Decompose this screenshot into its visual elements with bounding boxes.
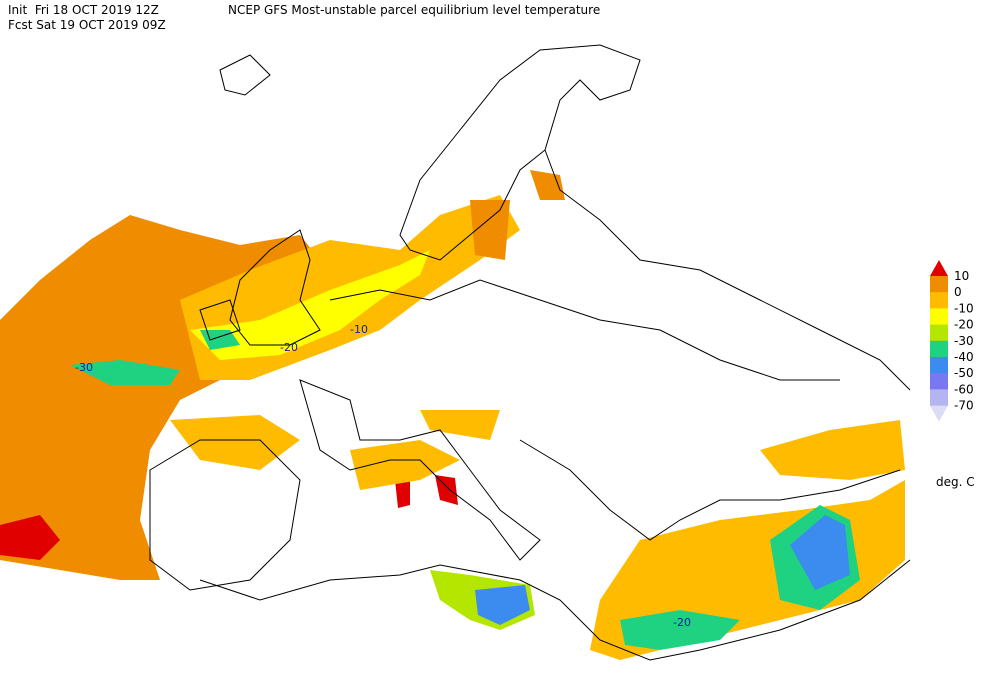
- british-isles: [199, 229, 321, 346]
- red-field: [0, 515, 60, 560]
- green-field: [70, 360, 180, 385]
- contour-label: -10: [350, 323, 368, 336]
- iceland: [219, 54, 271, 96]
- gold-field: [170, 410, 500, 490]
- gold-field: [760, 420, 905, 480]
- legend-label: 10: [954, 269, 969, 283]
- legend-swatch: [930, 276, 948, 293]
- scandinavia: [399, 44, 641, 261]
- green-field: [200, 330, 240, 350]
- legend-label: -30: [954, 334, 974, 348]
- legend-swatch: [930, 308, 948, 326]
- map-title: NCEP GFS Most-unstable parcel equilibriu…: [228, 3, 600, 17]
- borders: [329, 279, 840, 381]
- yellow-field: [190, 250, 430, 360]
- blue-field: [475, 585, 530, 625]
- shaded-fields: [0, 170, 905, 660]
- legend-label: 0: [954, 285, 962, 299]
- contour-label: -30: [75, 361, 93, 374]
- legend-swatch: [930, 373, 948, 390]
- init-label: Init Fri 18 OCT 2019 12Z: [8, 3, 159, 17]
- legend-label: -60: [954, 382, 974, 396]
- iberia: [149, 439, 301, 591]
- legend-swatch: [930, 292, 948, 309]
- legend-label: -40: [954, 350, 974, 364]
- legend-unit: deg. C: [936, 475, 975, 489]
- red-field: [395, 475, 458, 508]
- coastlines: [149, 44, 911, 661]
- legend-swatch: [930, 357, 948, 374]
- legend-swatch: [930, 389, 948, 407]
- legend-label: -70: [954, 399, 974, 413]
- fcst-label: Fcst Sat 19 OCT 2019 09Z: [8, 18, 166, 32]
- legend: 10 0 -10 -20 -30 -40 -50 -60 -70: [930, 260, 974, 422]
- green-field: [620, 610, 740, 650]
- legend-swatch: [930, 405, 948, 422]
- legend-swatch: [930, 324, 948, 342]
- legend-label: -50: [954, 366, 974, 380]
- legend-label: -20: [954, 318, 974, 332]
- contour-label: -20: [673, 616, 691, 629]
- legend-swatch: [930, 260, 948, 276]
- orange-field: [470, 170, 565, 260]
- coast-east: [544, 149, 911, 391]
- legend-swatch: [930, 340, 948, 358]
- blue-field: [790, 515, 850, 590]
- contour-label: -20: [280, 341, 298, 354]
- north-africa: [199, 559, 911, 661]
- legend-label: -10: [954, 301, 974, 315]
- balkans-turkey: [519, 439, 901, 541]
- france-italy: [299, 379, 541, 561]
